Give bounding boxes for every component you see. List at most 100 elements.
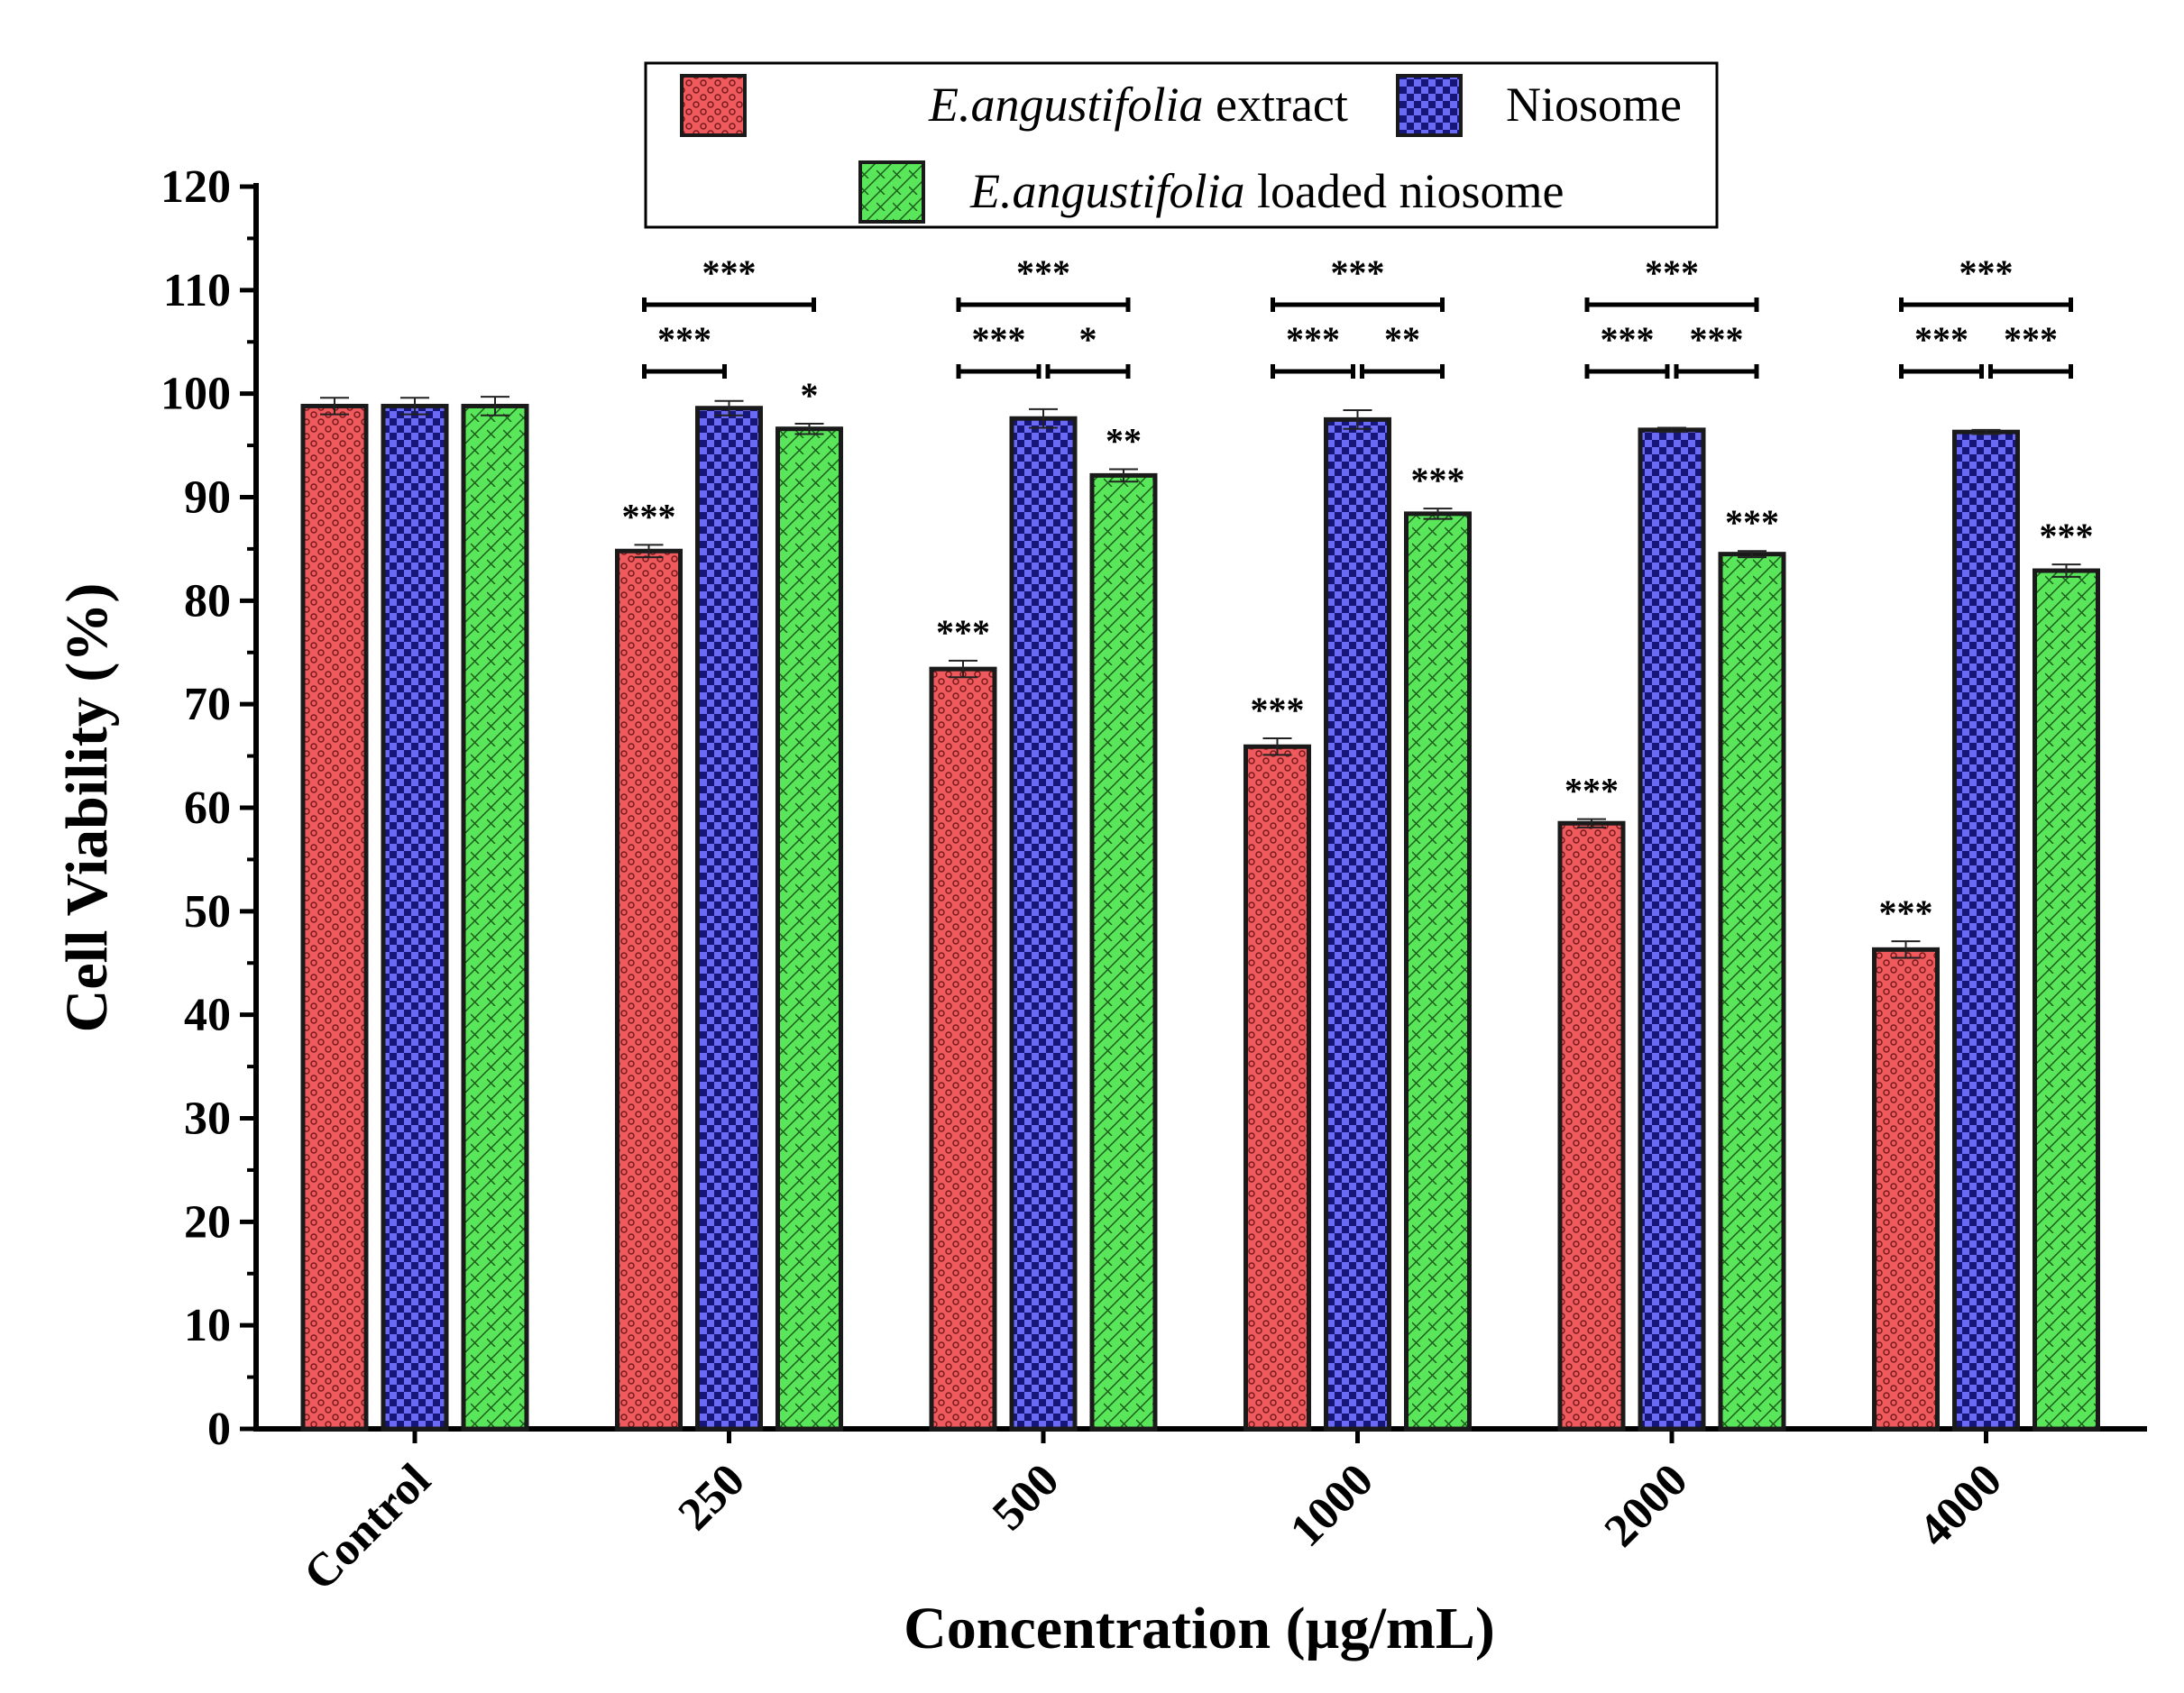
error-bar xyxy=(1971,428,2001,435)
y-tick-label: 70 xyxy=(184,679,231,730)
error-bar xyxy=(1577,818,1606,828)
comparison-bracket xyxy=(1584,297,1759,312)
comparison-label: *** xyxy=(2004,319,2058,360)
bar xyxy=(615,548,683,1432)
comparison-label: *** xyxy=(657,319,711,360)
comparison-bracket xyxy=(1899,364,1984,379)
y-tick-label: 20 xyxy=(184,1196,231,1248)
y-tick-label: 0 xyxy=(207,1404,231,1455)
comparison-label: *** xyxy=(1016,252,1070,293)
comparison-label: *** xyxy=(1331,252,1385,293)
bar xyxy=(1009,416,1078,1432)
legend: E.angustifolia extract Niosome E.angustifo… xyxy=(644,61,1719,229)
bar xyxy=(1089,472,1158,1432)
y-tick-label: 80 xyxy=(184,575,231,627)
comparison-bracket xyxy=(1674,364,1759,379)
bar xyxy=(1872,947,1940,1432)
bar xyxy=(1718,552,1786,1432)
error-bar xyxy=(714,399,744,416)
error-bar xyxy=(320,397,349,416)
comparison-bracket xyxy=(642,364,727,379)
x-axis-label: Concentration (µg/mL) xyxy=(904,1596,1495,1661)
x-tick-label: 2000 xyxy=(1595,1454,1698,1557)
bar xyxy=(381,403,449,1432)
error-bar xyxy=(1029,407,1058,429)
x-tick-label: 1000 xyxy=(1280,1454,1383,1557)
bar xyxy=(1324,416,1391,1432)
comparison-label: *** xyxy=(1601,319,1655,360)
legend-box xyxy=(644,61,1719,229)
bar xyxy=(300,403,369,1432)
significance-label: *** xyxy=(1879,892,1933,933)
bar xyxy=(461,403,529,1432)
significance-label: *** xyxy=(1725,502,1779,543)
significance-label: *** xyxy=(1411,460,1465,500)
comparison-label: * xyxy=(1079,319,1097,360)
significance-label: *** xyxy=(936,612,990,653)
significance-label: * xyxy=(801,375,819,416)
x-tick-label: 500 xyxy=(983,1454,1069,1540)
y-tick-label: 90 xyxy=(184,472,231,524)
y-tick-label: 100 xyxy=(161,369,231,420)
bar xyxy=(695,406,763,1432)
comparison-label: *** xyxy=(1645,252,1699,293)
error-bar xyxy=(634,544,664,559)
bar xyxy=(929,666,997,1432)
y-tick-label: 50 xyxy=(184,886,231,938)
bar xyxy=(775,426,843,1432)
y-tick-label: 110 xyxy=(163,265,231,316)
comparison-label: *** xyxy=(1914,319,1968,360)
x-tick-label: 250 xyxy=(669,1454,755,1540)
y-tick-label: 120 xyxy=(161,161,231,213)
comparison-bracket xyxy=(1360,364,1445,379)
comparison-label: ** xyxy=(1384,319,1420,360)
comparison-bracket xyxy=(1271,364,1355,379)
significance-label: *** xyxy=(2040,516,2094,556)
x-tick-label: 4000 xyxy=(1909,1454,2012,1557)
error-bar xyxy=(1262,737,1292,756)
error-bar xyxy=(400,397,429,416)
y-tick-label: 60 xyxy=(184,782,231,834)
comparison-bracket xyxy=(956,364,1042,379)
y-axis-label: Cell Viability (%) xyxy=(54,583,120,1033)
error-bar xyxy=(1738,550,1766,559)
error-bar xyxy=(1109,468,1138,483)
y-tick-label: 40 xyxy=(184,990,231,1041)
bar xyxy=(1243,744,1311,1432)
legend-swatch xyxy=(858,160,925,224)
comparison-bracket xyxy=(1045,364,1131,379)
error-bar xyxy=(1343,409,1372,430)
comparison-bracket xyxy=(956,297,1131,312)
bar xyxy=(2033,568,2100,1432)
y-tick-label: 30 xyxy=(184,1094,231,1145)
significance-label: *** xyxy=(1251,690,1305,730)
error-bar xyxy=(1891,940,1921,959)
comparison-bracket xyxy=(1988,364,2073,379)
bar xyxy=(1557,820,1626,1432)
comparison-bracket xyxy=(642,297,816,312)
error-bar xyxy=(794,422,824,435)
comparison-label: *** xyxy=(1959,252,2014,293)
comparison-bracket xyxy=(1899,297,2073,312)
y-tick-label: 10 xyxy=(184,1300,231,1351)
significance-label: *** xyxy=(1565,771,1619,811)
legend-label: E.angustifolia loaded niosome xyxy=(969,164,1564,218)
error-bar xyxy=(481,396,509,416)
error-bar xyxy=(1423,508,1453,520)
comparison-bracket xyxy=(1271,297,1445,312)
x-tick-label: Control xyxy=(294,1454,440,1600)
legend-swatch xyxy=(680,74,747,137)
significance-label: ** xyxy=(1106,420,1142,461)
comparison-bracket xyxy=(1584,364,1670,379)
comparison-label: *** xyxy=(972,319,1026,360)
bar xyxy=(1952,429,2020,1432)
comparison-label: *** xyxy=(702,252,757,293)
error-bar xyxy=(2051,563,2081,578)
error-bar xyxy=(949,659,977,679)
legend-label: E.angustifolia extract xyxy=(928,78,1348,132)
bar xyxy=(1638,427,1706,1432)
error-bar xyxy=(1657,426,1686,434)
bar xyxy=(1404,511,1472,1432)
legend-swatch xyxy=(1396,74,1463,137)
comparison-label: *** xyxy=(1690,319,1744,360)
